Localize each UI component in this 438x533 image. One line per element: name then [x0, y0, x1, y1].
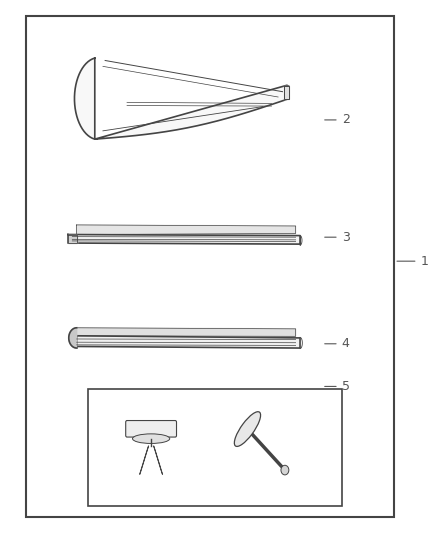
- Text: 3: 3: [325, 231, 350, 244]
- Bar: [26, 16, 394, 517]
- Bar: [88, 389, 342, 506]
- Ellipse shape: [132, 434, 170, 443]
- Text: 5: 5: [325, 380, 350, 393]
- Polygon shape: [77, 225, 296, 235]
- Polygon shape: [140, 446, 148, 474]
- Polygon shape: [69, 328, 77, 348]
- Polygon shape: [77, 336, 300, 348]
- Polygon shape: [68, 235, 77, 243]
- Circle shape: [281, 465, 289, 475]
- Polygon shape: [77, 328, 296, 336]
- Polygon shape: [284, 86, 289, 99]
- Ellipse shape: [234, 411, 261, 447]
- FancyBboxPatch shape: [126, 421, 177, 437]
- Text: 4: 4: [325, 337, 350, 350]
- Polygon shape: [74, 58, 289, 139]
- Polygon shape: [68, 235, 300, 244]
- Polygon shape: [154, 446, 162, 474]
- Text: 1: 1: [397, 255, 428, 268]
- Text: 2: 2: [325, 114, 350, 126]
